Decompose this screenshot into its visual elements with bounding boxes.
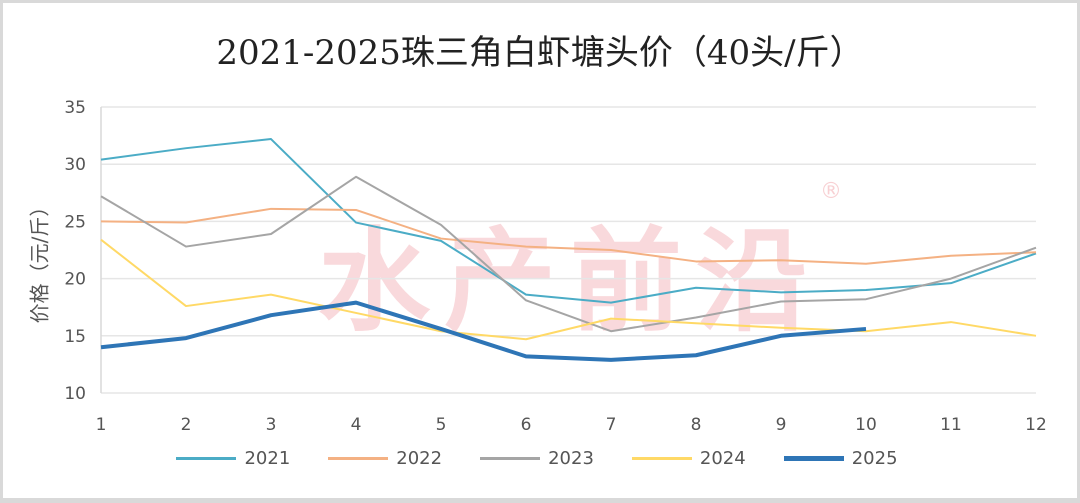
legend-label: 2023 bbox=[548, 448, 594, 469]
y-tick-label: 10 bbox=[64, 384, 86, 404]
x-tick-label: 6 bbox=[521, 415, 532, 435]
x-axis-ticks: 1 2 3 4 5 6 7 8 9 10 11 12 bbox=[96, 415, 1047, 435]
x-tick-label: 5 bbox=[436, 415, 447, 435]
gridlines bbox=[100, 106, 1036, 394]
legend-item-2023: 2023 bbox=[480, 448, 594, 469]
y-tick-label: 25 bbox=[64, 212, 86, 232]
legend-item-2022: 2022 bbox=[328, 448, 442, 469]
x-tick-label: 7 bbox=[606, 415, 617, 435]
legend-line-icon bbox=[631, 457, 692, 460]
x-tick-label: 3 bbox=[266, 415, 277, 435]
chart-title: 2021-2025珠三角白虾塘头价（40头/斤） bbox=[216, 33, 864, 73]
series-line-2025 bbox=[100, 300, 867, 362]
y-tick-label: 35 bbox=[64, 98, 86, 118]
legend-line-icon bbox=[480, 457, 541, 460]
y-tick-label: 20 bbox=[64, 270, 86, 290]
x-tick-label: 2 bbox=[181, 415, 192, 435]
legend-label: 2022 bbox=[396, 448, 443, 469]
legend: 2021 2022 2023 2024 2025 bbox=[0, 448, 1074, 469]
y-tick-label: 30 bbox=[64, 155, 86, 175]
legend-item-2024: 2024 bbox=[631, 448, 746, 469]
x-tick-label: 1 bbox=[96, 415, 107, 435]
x-tick-label: 4 bbox=[351, 415, 362, 435]
series-line-2023 bbox=[100, 175, 1037, 333]
x-tick-label: 10 bbox=[855, 415, 877, 435]
legend-line-icon bbox=[783, 456, 844, 461]
legend-label: 2025 bbox=[851, 448, 898, 469]
series-lines bbox=[100, 138, 1037, 362]
legend-item-2021: 2021 bbox=[176, 448, 290, 469]
legend-line-icon bbox=[328, 457, 389, 460]
x-tick-label: 9 bbox=[776, 415, 787, 435]
legend-line-icon bbox=[176, 457, 237, 460]
series-line-2022 bbox=[100, 207, 1037, 265]
legend-label: 2024 bbox=[699, 448, 746, 469]
series-line-2024 bbox=[100, 238, 1037, 341]
y-axis-ticks: 10 15 20 25 30 35 bbox=[64, 98, 86, 404]
x-tick-label: 11 bbox=[940, 415, 962, 435]
series-line-2021 bbox=[100, 138, 1037, 304]
x-tick-label: 12 bbox=[1025, 415, 1047, 435]
registered-mark: ® bbox=[820, 179, 842, 204]
y-tick-label: 15 bbox=[64, 327, 86, 347]
legend-item-2025: 2025 bbox=[783, 448, 898, 469]
x-tick-label: 8 bbox=[691, 415, 702, 435]
legend-label: 2021 bbox=[244, 448, 291, 469]
y-axis-label: 价格（元/斤） bbox=[27, 196, 52, 324]
